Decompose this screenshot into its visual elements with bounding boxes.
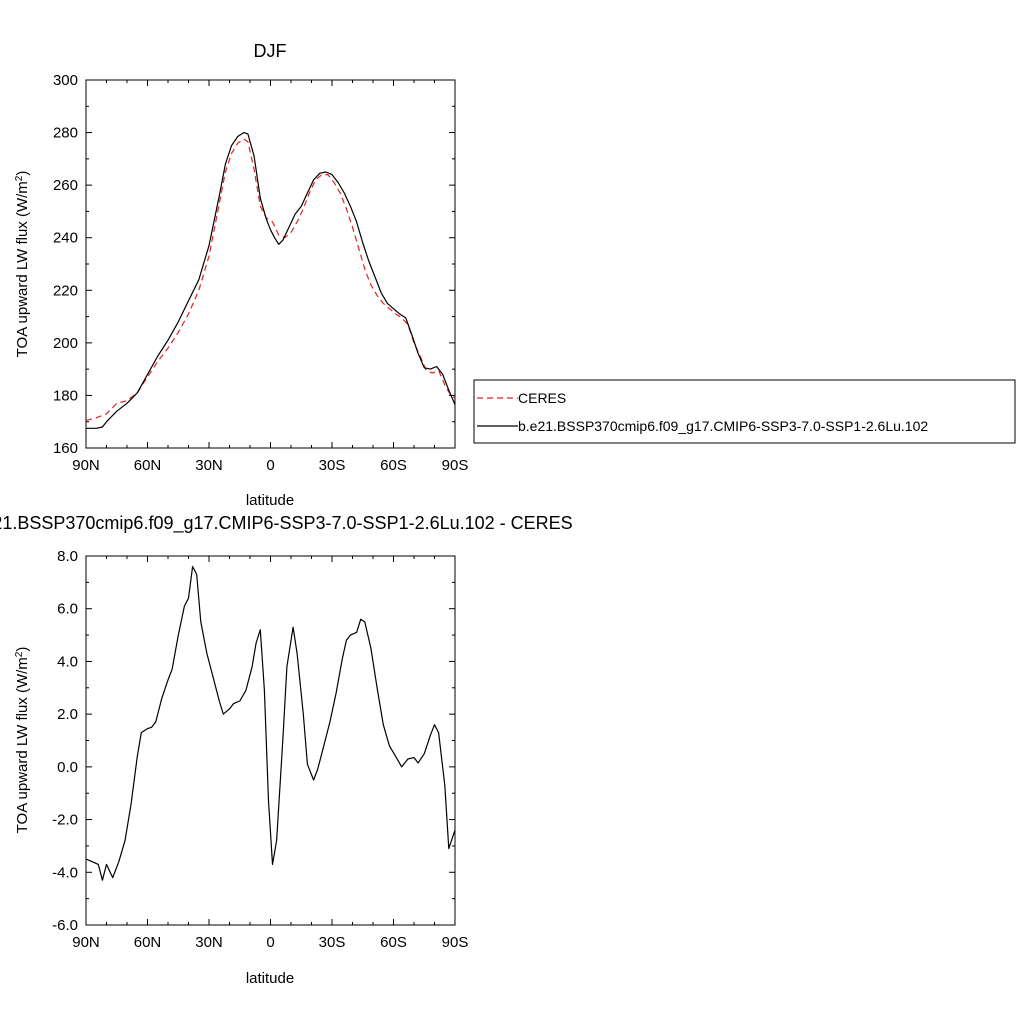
x-tick-label: 60N (134, 934, 162, 951)
y-tick-label: 300 (53, 72, 78, 89)
y-tick-label: -2.0 (52, 812, 78, 829)
top-series-lines (85, 132, 456, 429)
series-line-ceres (85, 138, 456, 421)
y-tick-label: 8.0 (57, 548, 78, 565)
bottom-series-lines (85, 565, 456, 881)
y-tick-label: 280 (53, 125, 78, 142)
bottom-plot-frame (85, 555, 456, 926)
x-tick-label: 0 (266, 934, 274, 951)
y-tick-label: 200 (53, 335, 78, 352)
legend-box (473, 379, 1016, 444)
y-tick-label: 4.0 (57, 653, 78, 670)
y-tick-label: 260 (53, 177, 78, 194)
x-tick-label: 90N (72, 934, 100, 951)
y-tick-label: 160 (53, 440, 78, 457)
top-plot-frame (85, 79, 456, 449)
y-tick-label: 2.0 (57, 706, 78, 723)
legend-label-ceres: CERES (518, 390, 566, 406)
bottom-chart-title: b.e21.BSSP370cmip6.f09_g17.CMIP6-SSP3-7.… (0, 513, 573, 534)
y-tick-label: -6.0 (52, 917, 78, 934)
x-tick-label: 60N (134, 457, 162, 474)
x-tick-label: 90S (442, 457, 469, 474)
top-y-axis-title: TOA upward LW flux (W/m2) (14, 171, 31, 358)
bottom-y-axis-title: TOA upward LW flux (W/m2) (14, 647, 31, 834)
y-tick-label: 180 (53, 387, 78, 404)
x-tick-label: 30N (195, 457, 223, 474)
panel-top-chart: DJF 90N 60N 30N 0 30S 60S 90S 160 180 200 220 240 26… (14, 41, 1016, 509)
bottom-x-axis-title: latitude (246, 970, 294, 987)
x-tick-label: 90N (72, 457, 100, 474)
legend-label-model: b.e21.BSSP370cmip6.f09_g17.CMIP6-SSP3-7.… (518, 418, 928, 434)
top-axes-ticks: 90N 60N 30N 0 30S 60S 90S 160 180 200 220 240 260 280… (53, 72, 468, 474)
panel-bottom-chart: b.e21.BSSP370cmip6.f09_g17.CMIP6-SSP3-7.… (0, 513, 573, 987)
y-tick-label: 240 (53, 230, 78, 247)
x-tick-label: 60S (380, 934, 407, 951)
x-tick-label: 30S (319, 457, 346, 474)
series-line-difference (85, 565, 456, 881)
x-tick-label: 60S (380, 457, 407, 474)
series-line-model (86, 132, 456, 429)
x-tick-label: 90S (442, 934, 469, 951)
x-tick-label: 30N (195, 934, 223, 951)
y-tick-label: -4.0 (52, 864, 78, 881)
bottom-axes-ticks: 90N 60N 30N 0 30S 60S 90S -6.0 -4.0 -2.0 0.0 2.0 4.0… (52, 548, 468, 951)
legend: CERES b.e21.BSSP370cmip6.f09_g17.CMIP6-S… (473, 379, 1016, 444)
y-tick-label: 0.0 (57, 759, 78, 776)
x-tick-label: 30S (319, 934, 346, 951)
top-x-axis-title: latitude (246, 492, 294, 509)
x-tick-label: 0 (266, 457, 274, 474)
y-tick-label: 6.0 (57, 601, 78, 618)
y-tick-label: 220 (53, 282, 78, 299)
top-chart-title: DJF (254, 41, 287, 61)
